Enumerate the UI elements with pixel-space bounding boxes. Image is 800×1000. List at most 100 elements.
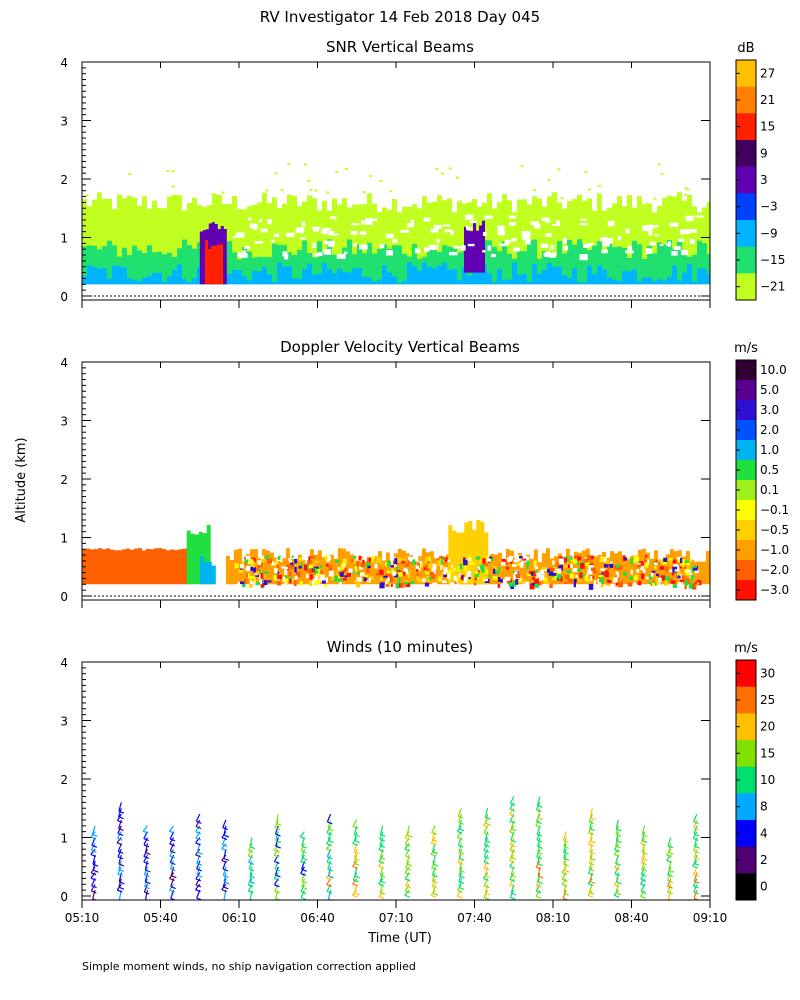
doppler-speckle	[243, 578, 248, 584]
doppler-speckle	[337, 574, 341, 579]
doppler-speckle	[271, 561, 275, 566]
doppler-speckle	[567, 569, 572, 574]
snr-gap	[513, 247, 520, 252]
wind-barb-flag	[536, 839, 543, 843]
wind-barb-flag	[301, 857, 308, 861]
doppler-speckle	[475, 569, 478, 574]
doppler-speckle	[563, 564, 567, 568]
wind-barb	[641, 825, 646, 835]
wind-barb	[563, 843, 567, 853]
wind-barb-flag	[589, 880, 596, 885]
snr-gap	[667, 241, 672, 247]
doppler-speckle	[338, 581, 342, 587]
doppler-speckle	[307, 556, 311, 562]
doppler-speckle	[260, 584, 265, 588]
doppler-speckle	[346, 572, 352, 578]
snr-gap	[379, 243, 385, 249]
doppler-speckle	[540, 569, 545, 575]
doppler-speckle	[683, 566, 687, 572]
doppler-speckle	[488, 556, 493, 559]
doppler-speckle	[630, 569, 633, 575]
wind-barb-flag	[667, 874, 673, 878]
doppler-speckle	[469, 561, 474, 565]
wind-barb	[118, 802, 122, 812]
wind-barb	[562, 831, 567, 841]
wind-barb	[352, 878, 358, 885]
wind-barb-flag	[693, 827, 700, 831]
wind-barb-flag	[118, 868, 124, 872]
snr-speckle	[128, 173, 132, 176]
wind-barb-flag	[90, 872, 97, 876]
wind-barb	[693, 837, 698, 847]
doppler-speckle	[623, 571, 627, 577]
doppler-speckle	[241, 561, 244, 565]
doppler-speckle	[289, 559, 292, 563]
snr-speckle	[435, 167, 439, 170]
wind-barb-flag	[195, 837, 202, 841]
doppler-speckle	[444, 569, 449, 573]
wind-barb	[640, 866, 646, 875]
wind-barb-flag	[143, 844, 150, 848]
wind-barb	[90, 843, 96, 851]
snr-gap	[683, 229, 691, 234]
doppler-speckle	[300, 563, 304, 566]
doppler-speckle	[452, 568, 457, 571]
doppler-speckle	[385, 580, 388, 585]
doppler-speckle	[418, 564, 423, 568]
wind-barb	[142, 825, 148, 832]
wind-barb	[406, 825, 410, 836]
doppler-speckle	[284, 578, 289, 583]
doppler-speckle	[514, 571, 518, 575]
doppler-speckle	[430, 574, 436, 579]
wind-barb-flag	[640, 890, 647, 894]
doppler-speckle	[668, 558, 673, 561]
doppler-speckle	[657, 577, 662, 583]
doppler-speckle	[440, 574, 444, 578]
snr-speckle	[221, 191, 225, 194]
snr-speckle	[547, 179, 551, 182]
doppler-speckle	[618, 581, 623, 588]
doppler-speckle	[263, 571, 269, 574]
doppler-speckle	[607, 566, 611, 570]
doppler-colorbar-swatch	[736, 360, 756, 381]
wind-barb-flag	[248, 855, 254, 859]
wind-barb	[195, 825, 201, 833]
wind-barb	[509, 878, 515, 886]
doppler-colorbar-unit: m/s	[734, 341, 758, 356]
wind-barb-flag	[300, 872, 306, 876]
snr-ytick-label: 1	[60, 232, 68, 246]
snr-speckle	[609, 213, 613, 216]
wind-barb-flag	[458, 828, 465, 832]
wind-barb-flag	[169, 855, 176, 859]
wind-barb-flag	[117, 856, 124, 860]
doppler-speckle	[392, 571, 396, 576]
snr-speckle	[389, 190, 393, 193]
doppler-speckle	[529, 583, 535, 590]
doppler-speckle	[442, 580, 447, 584]
wind-barb-flag	[354, 892, 360, 896]
wind-barb	[195, 883, 201, 891]
doppler-speckle	[676, 556, 681, 561]
wind-barb-flag	[511, 828, 517, 832]
doppler-speckle	[644, 555, 648, 558]
snr-speckle	[520, 165, 524, 168]
wind-barb	[563, 849, 567, 859]
snr-speckle	[645, 202, 649, 205]
doppler-speckle	[343, 563, 346, 568]
doppler-speckle	[567, 563, 573, 568]
wind-barb-flag	[118, 886, 125, 890]
wind-barb-flag	[301, 868, 307, 872]
wind-barb-flag	[91, 885, 97, 889]
doppler-speckle	[276, 564, 279, 570]
wind-barb-flag	[509, 831, 516, 835]
snr-gap	[312, 226, 321, 230]
wind-barb-flag	[404, 848, 411, 852]
snr-speckle	[280, 189, 284, 192]
wind-barb-flag	[535, 890, 542, 894]
wind-barb-flag	[509, 859, 515, 863]
doppler-speckle	[569, 573, 574, 580]
wind-barb	[693, 884, 698, 893]
doppler-speckle	[250, 562, 256, 568]
doppler-speckle	[311, 570, 315, 573]
wind-barb-flag	[614, 849, 620, 853]
